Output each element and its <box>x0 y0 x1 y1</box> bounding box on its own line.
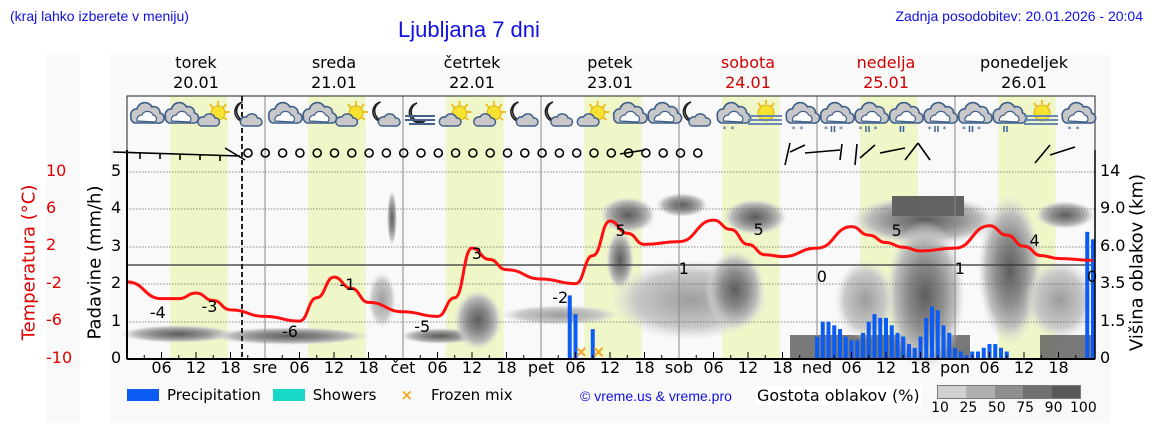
x-tick-label: 18 <box>496 358 517 377</box>
x-tick-label: 12 <box>875 358 897 377</box>
page-title: Ljubljana 7 dni <box>398 17 540 42</box>
x-tick-label: 12 <box>599 358 621 377</box>
precip-tick: 5 <box>111 161 122 180</box>
day-name: četrtek <box>443 53 501 72</box>
svg-text:0: 0 <box>1087 267 1097 286</box>
precip-tick: 2 <box>111 273 122 293</box>
day-name: sobota <box>720 53 776 72</box>
cloud-density-tick: 50 <box>987 400 1006 416</box>
x-tick-label: sob <box>664 358 694 377</box>
cloud-height-tick: 6.0 <box>1100 235 1126 255</box>
svg-text:-2: -2 <box>552 288 568 307</box>
cloud-density-tick: 75 <box>1016 400 1035 416</box>
x-tick-label: 06 <box>565 358 586 377</box>
x-tick-label: 06 <box>703 358 724 377</box>
temp-tick: -2 <box>46 272 62 292</box>
day-name: sreda <box>311 53 357 72</box>
day-date: 20.01 <box>173 73 219 92</box>
cloud-height-tick: 3.5 <box>1100 273 1126 293</box>
svg-text:3: 3 <box>472 244 482 263</box>
svg-text:5: 5 <box>892 221 902 240</box>
x-tick-label: 12 <box>185 358 207 377</box>
x-tick-label: 12 <box>737 358 759 377</box>
x-tick-label: 06 <box>979 358 1000 377</box>
x-tick-label: 06 <box>841 358 862 377</box>
legend-precipitation-swatch <box>127 389 159 401</box>
last-update: Zadnja posodobitev: 20.01.2026 - 20:04 <box>895 8 1143 24</box>
x-tick-label: pon <box>939 358 971 377</box>
copyright-link[interactable]: © vreme.us & vreme.pro <box>580 388 732 404</box>
svg-text:0: 0 <box>817 267 827 286</box>
day-date: 26.01 <box>1001 73 1047 92</box>
frozen-mix-icon: × <box>400 386 414 404</box>
temp-tick: 6 <box>46 197 57 217</box>
cloud-density-tick: 90 <box>1044 400 1063 416</box>
svg-text:-5: -5 <box>414 317 430 336</box>
x-tick-label: 18 <box>358 358 379 377</box>
temp-tick: -6 <box>46 310 62 330</box>
temp-tick: 10 <box>46 160 67 180</box>
legend-precipitation-label: Precipitation <box>167 386 261 404</box>
day-date: 21.01 <box>311 73 357 92</box>
x-tick-label: 12 <box>461 358 483 377</box>
precip-tick: 3 <box>111 235 122 255</box>
svg-text:1: 1 <box>955 259 965 278</box>
temp-axis-panel <box>46 55 80 423</box>
day-name: ponedeljek <box>980 53 1068 72</box>
x-tick-label: 06 <box>151 358 172 377</box>
temp-tick: 2 <box>46 235 57 255</box>
legend: Precipitation Showers × Frozen mix <box>127 386 513 404</box>
svg-text:-3: -3 <box>202 297 218 316</box>
x-tick-label: 06 <box>427 358 448 377</box>
cloud-density-label: Gostota oblakov (%) <box>755 386 922 405</box>
svg-text:-6: -6 <box>282 322 298 341</box>
cloud-height-tick: 14 <box>1100 161 1121 180</box>
legend-showers-label: Showers <box>312 386 377 404</box>
cloud-density-tick: 25 <box>959 400 978 416</box>
svg-text:5: 5 <box>616 221 626 240</box>
x-tick-label: 12 <box>1013 358 1035 377</box>
day-date: 23.01 <box>587 73 633 92</box>
legend-frozen-label: Frozen mix <box>431 386 513 404</box>
svg-text:-1: -1 <box>340 275 356 294</box>
cloud-height-tick: 0 <box>1100 348 1111 367</box>
x-tick-label: ned <box>801 358 833 377</box>
cloud-height-tick: 1.5 <box>1100 310 1126 330</box>
precip-tick: 4 <box>111 198 122 218</box>
day-name: torek <box>175 53 217 72</box>
x-tick-label: 18 <box>1048 358 1069 377</box>
x-tick-label: 18 <box>220 358 241 377</box>
x-tick-label: 06 <box>289 358 310 377</box>
svg-text:-4: -4 <box>150 303 166 322</box>
cloud-height-tick: 9.0 <box>1100 198 1126 218</box>
x-tick-label: pet <box>527 358 555 377</box>
svg-text:5: 5 <box>754 220 764 239</box>
day-date: 24.01 <box>725 73 771 92</box>
precip-tick: 1 <box>111 310 122 330</box>
x-tick-label: čet <box>390 358 416 377</box>
temp-tick: -10 <box>46 347 73 367</box>
cloud-density-scale <box>937 385 1081 399</box>
x-tick-label: 18 <box>910 358 931 377</box>
x-tick-label: 18 <box>772 358 793 377</box>
day-date: 25.01 <box>863 73 909 92</box>
precip-tick: 0 <box>111 348 122 367</box>
svg-text:4: 4 <box>1030 231 1040 250</box>
x-tick-label: sre <box>252 358 278 377</box>
legend-showers-swatch <box>272 389 305 401</box>
day-name: petek <box>587 53 633 72</box>
day-date: 22.01 <box>449 73 495 92</box>
cloud-density-tick: 100 <box>1070 400 1097 416</box>
day-name: nedelja <box>856 53 916 72</box>
x-tick-label: 18 <box>634 358 655 377</box>
cloud-density-tick: 10 <box>931 400 949 416</box>
region-hint-link[interactable]: (kraj lahko izberete v meniju) <box>10 8 189 24</box>
x-tick-label: 12 <box>323 358 345 377</box>
svg-text:1: 1 <box>679 259 689 278</box>
